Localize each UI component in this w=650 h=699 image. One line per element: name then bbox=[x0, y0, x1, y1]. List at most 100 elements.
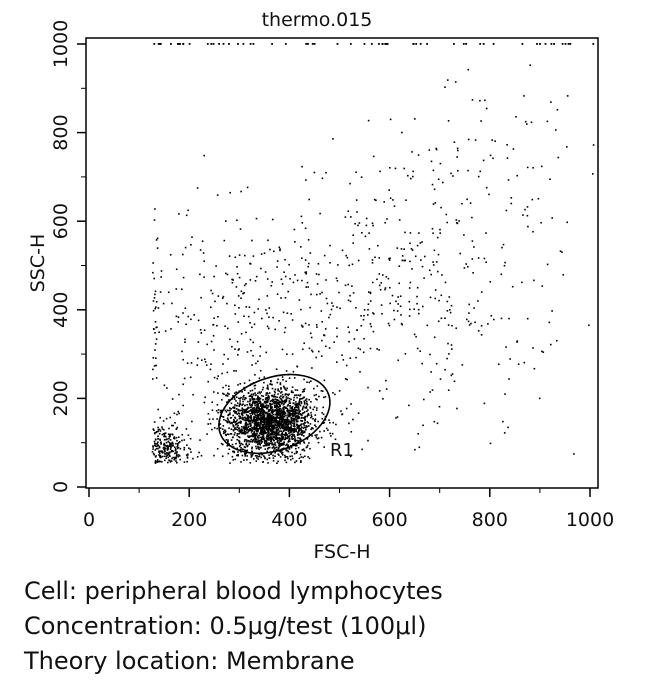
data-point bbox=[262, 404, 265, 407]
data-point bbox=[477, 175, 480, 178]
data-point bbox=[272, 316, 274, 319]
data-point bbox=[175, 456, 177, 459]
data-point bbox=[313, 43, 316, 45]
data-point bbox=[154, 449, 157, 451]
data-point bbox=[252, 400, 255, 403]
data-point bbox=[157, 447, 159, 450]
data-point bbox=[398, 265, 401, 267]
data-point bbox=[220, 442, 223, 445]
data-point bbox=[302, 417, 305, 419]
data-point bbox=[284, 406, 287, 409]
data-point bbox=[250, 416, 252, 419]
data-point bbox=[224, 325, 226, 327]
data-point bbox=[308, 425, 310, 427]
data-point bbox=[258, 448, 260, 451]
data-point bbox=[171, 424, 173, 427]
data-point bbox=[303, 400, 306, 402]
data-point bbox=[211, 292, 214, 295]
data-point bbox=[287, 290, 289, 293]
data-point bbox=[539, 43, 541, 45]
data-point bbox=[267, 388, 269, 390]
data-point bbox=[254, 435, 256, 438]
data-point bbox=[241, 432, 244, 435]
data-point bbox=[172, 444, 174, 447]
data-point bbox=[444, 86, 446, 88]
data-point bbox=[257, 424, 259, 427]
data-point bbox=[259, 392, 261, 395]
data-point bbox=[303, 390, 305, 392]
data-point bbox=[159, 441, 162, 444]
data-point bbox=[423, 277, 425, 279]
data-point bbox=[261, 405, 263, 408]
data-point bbox=[433, 188, 436, 191]
data-point bbox=[236, 433, 239, 435]
data-point bbox=[244, 254, 246, 257]
data-point bbox=[257, 308, 259, 310]
data-point bbox=[253, 420, 256, 422]
data-point bbox=[313, 419, 316, 422]
data-point bbox=[173, 412, 176, 415]
data-point bbox=[433, 249, 436, 252]
data-point bbox=[252, 438, 255, 441]
data-point bbox=[291, 353, 294, 355]
data-point bbox=[363, 314, 365, 317]
data-point bbox=[275, 435, 278, 437]
data-point bbox=[303, 426, 306, 429]
data-point bbox=[265, 432, 268, 434]
data-point bbox=[200, 296, 202, 299]
data-point bbox=[306, 381, 308, 383]
data-point bbox=[249, 43, 252, 45]
data-point bbox=[250, 435, 253, 437]
data-point bbox=[265, 418, 267, 420]
data-point bbox=[153, 297, 156, 299]
data-point bbox=[232, 429, 235, 431]
data-point bbox=[444, 281, 447, 284]
data-point bbox=[251, 446, 253, 449]
data-point bbox=[280, 398, 283, 400]
data-point bbox=[301, 279, 303, 282]
data-point bbox=[267, 412, 269, 415]
data-point bbox=[277, 411, 279, 413]
data-point bbox=[471, 240, 474, 242]
data-point bbox=[174, 448, 177, 450]
data-point bbox=[474, 139, 477, 141]
data-point bbox=[167, 461, 169, 464]
data-point bbox=[494, 140, 496, 142]
data-point bbox=[321, 177, 324, 180]
data-point bbox=[238, 276, 241, 279]
data-point bbox=[277, 417, 279, 419]
data-point bbox=[457, 169, 459, 172]
data-point bbox=[167, 445, 169, 447]
data-point bbox=[297, 407, 299, 409]
data-point bbox=[283, 423, 285, 425]
data-point bbox=[224, 419, 227, 422]
data-point bbox=[304, 399, 307, 401]
data-point bbox=[270, 284, 273, 287]
data-point bbox=[257, 405, 259, 408]
data-point bbox=[272, 431, 275, 433]
data-point bbox=[239, 228, 242, 230]
y-tick-label: 0 bbox=[50, 481, 72, 493]
data-point bbox=[284, 423, 287, 426]
data-point bbox=[156, 460, 158, 463]
data-point bbox=[451, 324, 453, 327]
data-point bbox=[260, 453, 263, 456]
data-point bbox=[264, 398, 267, 401]
data-point bbox=[265, 406, 268, 408]
data-point bbox=[250, 395, 252, 397]
data-point bbox=[291, 386, 294, 388]
data-point bbox=[248, 402, 251, 405]
data-point bbox=[284, 258, 286, 261]
data-point bbox=[277, 422, 279, 424]
data-point bbox=[260, 429, 263, 431]
data-point bbox=[259, 411, 261, 413]
data-point bbox=[274, 328, 276, 331]
data-point bbox=[152, 357, 155, 359]
data-point bbox=[210, 340, 213, 343]
data-point bbox=[203, 154, 205, 157]
data-point bbox=[274, 434, 277, 436]
data-point bbox=[436, 236, 439, 239]
data-point bbox=[243, 292, 245, 294]
data-point bbox=[254, 374, 256, 376]
data-point bbox=[274, 391, 276, 394]
